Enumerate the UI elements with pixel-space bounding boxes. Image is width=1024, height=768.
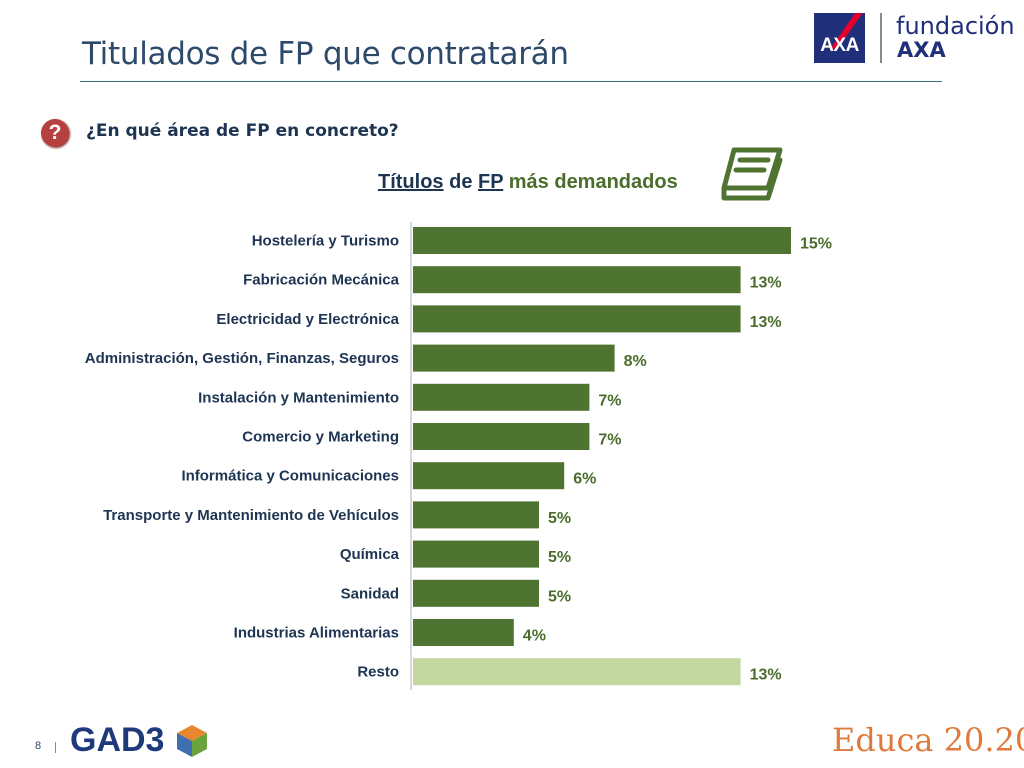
chart-title-part-3: FP	[478, 171, 504, 193]
bar-8	[413, 540, 539, 568]
bar-7	[413, 501, 539, 529]
question-mark-icon: ?	[41, 119, 69, 147]
axa-logo-text: AXA	[820, 35, 859, 56]
value-label-7: 5%	[548, 510, 571, 527]
chart-title-part-1: Títulos	[378, 171, 444, 193]
bar-4	[413, 383, 590, 411]
value-label-4: 7%	[598, 392, 621, 409]
bar-6	[413, 462, 565, 490]
value-label-5: 7%	[598, 432, 621, 449]
page-number: 8	[35, 740, 42, 752]
value-label-8: 5%	[548, 549, 571, 566]
chart-title-part-4: más demandados	[503, 171, 678, 193]
bar-group: Hostelería y Turismo 15% Fabricación Mecán…	[85, 227, 832, 686]
category-label-2: Electricidad y Electrónica	[216, 311, 399, 328]
category-label-10: Industrias Alimentarias	[234, 625, 399, 642]
chart-title-part-2: de	[443, 171, 478, 193]
axa-logo: AXA	[814, 13, 865, 63]
bar-11	[413, 658, 741, 686]
logo-separator	[880, 13, 882, 63]
chart-title: Títulos de FP más demandados	[378, 171, 678, 194]
category-label-6: Informática y Comunicaciones	[181, 468, 399, 485]
slide-title: Titulados de FP que contratarán	[82, 36, 569, 72]
category-label-1: Fabricación Mecánica	[243, 272, 400, 289]
question-text: ¿En qué área de FP en concreto?	[86, 121, 399, 141]
page-number-separator	[55, 742, 56, 753]
bar-0	[413, 227, 791, 254]
category-label-5: Comercio y Marketing	[242, 429, 399, 446]
value-label-9: 5%	[548, 588, 571, 605]
bar-9	[413, 579, 539, 607]
title-divider	[80, 81, 942, 82]
category-label-11: Resto	[357, 664, 399, 681]
bar-3	[413, 344, 615, 372]
bar-10	[413, 619, 514, 646]
fundacion-logo-line2: AXA	[897, 38, 946, 62]
value-label-11: 13%	[750, 667, 782, 684]
value-label-3: 8%	[624, 353, 647, 370]
category-label-9: Sanidad	[341, 585, 399, 602]
value-label-2: 13%	[750, 314, 782, 331]
gad3-logo-text: GAD3	[70, 721, 165, 759]
bar-2	[413, 305, 741, 333]
category-label-4: Instalación y Mantenimiento	[198, 389, 399, 406]
fundacion-logo-line1: fundación	[896, 12, 1015, 40]
value-label-1: 13%	[750, 275, 782, 292]
bar-5	[413, 423, 590, 450]
book-icon	[721, 147, 783, 201]
value-label-0: 15%	[800, 236, 832, 253]
gad3-cube-icon	[177, 725, 207, 757]
value-label-6: 6%	[573, 471, 596, 488]
educa-logo-text: Educa 20.20	[832, 721, 1024, 759]
category-label-3: Administración, Gestión, Finanzas, Segur…	[85, 350, 399, 367]
category-label-8: Química	[340, 546, 400, 563]
category-label-0: Hostelería y Turismo	[252, 233, 399, 250]
category-label-7: Transporte y Mantenimiento de Vehículos	[103, 507, 399, 524]
bar-1	[413, 266, 741, 294]
value-label-10: 4%	[523, 628, 546, 645]
